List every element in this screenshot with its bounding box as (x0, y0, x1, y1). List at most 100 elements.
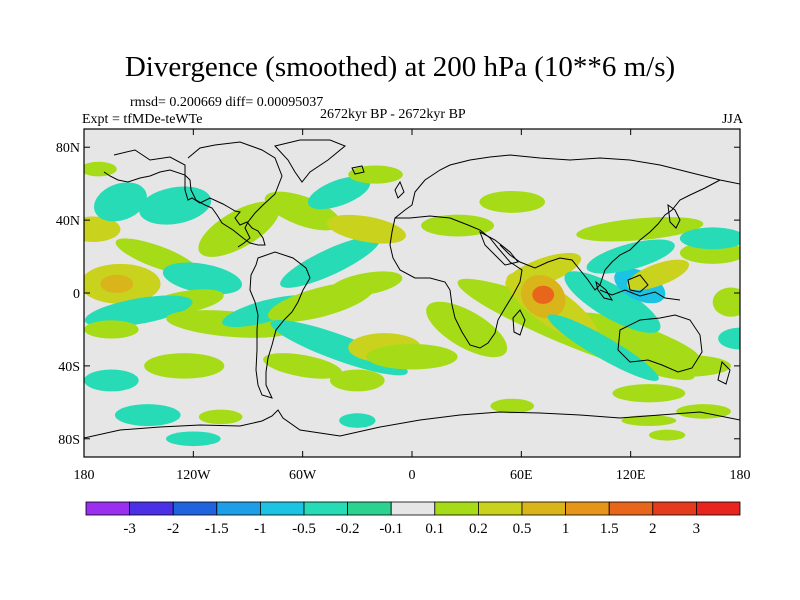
colorbar-swatch-0 (85, 501, 130, 516)
divergence-feature-49 (490, 398, 535, 414)
colorbar-swatch-12 (608, 501, 654, 516)
coast-maritime-continent (599, 289, 681, 301)
colorbar-swatch-6 (347, 501, 392, 516)
colorbar-label: -3 (123, 521, 136, 537)
y-tick-label: 0 (73, 287, 80, 302)
divergence-feature-44 (166, 431, 221, 447)
divergence-feature-16 (162, 262, 243, 295)
x-tick-label: 180 (730, 468, 751, 483)
colorbar-swatch-5 (303, 501, 348, 516)
coast-australia (617, 314, 703, 373)
colorbar-label: 2 (649, 521, 657, 537)
divergence-feature-52 (547, 314, 659, 381)
y-tick-label: 40N (56, 214, 80, 229)
colorbar-label: -1.5 (205, 521, 229, 537)
colorbar-swatch-10 (521, 501, 566, 516)
colorbar-swatch-11 (565, 501, 610, 516)
divergence-feature-47 (718, 327, 740, 350)
y-tick-label: 80N (56, 141, 80, 156)
colorbar-swatch-3 (216, 501, 261, 516)
divergence-feature-31 (307, 176, 371, 210)
divergence-feature-6 (564, 271, 661, 333)
y-tick-label: 40S (58, 360, 80, 375)
coast-east-north-america (187, 141, 283, 248)
axes: 180 120W 60W 0 60E 120E 180 80N 40N 0 40S 80S (56, 129, 751, 483)
divergence-feature-38 (84, 161, 117, 177)
colorbar-label: -1 (254, 521, 267, 537)
divergence-feature-5 (532, 285, 555, 304)
coast-sumatra (595, 280, 614, 301)
coast-eurasia (394, 154, 740, 219)
colorbar-label: -0.2 (336, 521, 360, 537)
x-tick-label: 60E (510, 468, 533, 483)
divergence-feature-21 (144, 353, 225, 379)
chart-title: Divergence (smoothed) at 200 hPa (10**6 … (124, 51, 676, 83)
colorbar-swatch-14 (696, 501, 741, 516)
divergence-feature-28 (198, 201, 280, 257)
colorbar-swatch-2 (172, 501, 218, 516)
colorbar-label: -2 (167, 521, 180, 537)
divergence-feature-22 (84, 369, 139, 392)
divergence-feature-51 (648, 429, 686, 441)
colorbar: -3 -2 -1.5 -1 -0.5 -0.2 -0.1 0.1 0.2 0.5 1 1.5 2 3 (85, 501, 741, 537)
divergence-feature-30 (264, 191, 341, 231)
colorbar-swatch-8 (434, 501, 479, 516)
experiment-label: Expt = tfMDe-teWTe (82, 112, 203, 127)
divergence-feature-33 (94, 182, 147, 222)
coast-north-america (103, 149, 266, 246)
stats-text: rmsd= 0.200669 diff= 0.00095037 (130, 95, 324, 110)
divergence-feature-53 (84, 320, 139, 339)
coast-antarctica (84, 409, 740, 439)
coast-greenland (274, 139, 346, 183)
divergence-feature-27 (263, 353, 343, 379)
divergence-feature-10 (626, 259, 690, 290)
x-tick-label: 180 (74, 468, 95, 483)
x-tick-label: 120E (616, 468, 646, 483)
divergence-feature-29 (139, 186, 212, 225)
divergence-feature-54 (621, 415, 677, 427)
divergence-feature-34 (479, 190, 546, 213)
colorbar-swatch-4 (259, 501, 305, 516)
x-tick-label: 60W (289, 468, 317, 483)
colorbar-label: -0.1 (379, 521, 403, 537)
divergence-feature-55 (339, 413, 376, 428)
colorbar-label: 0.2 (469, 521, 488, 537)
divergence-feature-1 (579, 312, 700, 361)
divergence-feature-36 (326, 214, 406, 244)
divergence-feature-56 (712, 287, 740, 317)
colorbar-swatch-9 (477, 501, 523, 516)
coast-arabia (479, 230, 519, 266)
colorbar-label: 0.5 (513, 521, 532, 537)
colorbar-swatch-1 (129, 501, 174, 516)
divergence-feature-32 (84, 216, 121, 242)
colorbar-label: 1.5 (600, 521, 619, 537)
coast-borneo (627, 274, 649, 293)
colorbar-label: 1 (562, 521, 570, 537)
period-label: 2672kyr BP - 2672kyr BP (320, 107, 466, 122)
divergence-field (84, 161, 740, 447)
divergence-feature-46 (639, 354, 731, 377)
divergence-feature-37 (348, 165, 403, 184)
x-tick-label: 120W (176, 468, 211, 483)
coast-japan (667, 203, 681, 229)
colorbar-label: 0.1 (425, 521, 444, 537)
coastlines (84, 139, 740, 439)
season-label: JJA (721, 112, 743, 127)
coast-africa (389, 215, 523, 349)
divergence-feature-12 (679, 227, 740, 250)
colorbar-label: -0.5 (292, 521, 316, 537)
divergence-feature-45 (198, 409, 243, 425)
coast-iceland (351, 165, 365, 175)
colorbar-label: 3 (693, 521, 701, 537)
divergence-feature-43 (114, 404, 181, 427)
divergence-feature-14 (100, 274, 134, 293)
coast-britain (394, 180, 405, 199)
colorbar-swatch-13 (652, 501, 697, 516)
divergence-feature-48 (612, 384, 686, 403)
divergence-feature-25 (330, 271, 403, 297)
coast-south-america (249, 251, 311, 399)
y-tick-label: 80S (58, 433, 80, 448)
divergence-feature-24 (280, 236, 380, 288)
divergence-feature-35 (421, 214, 494, 237)
